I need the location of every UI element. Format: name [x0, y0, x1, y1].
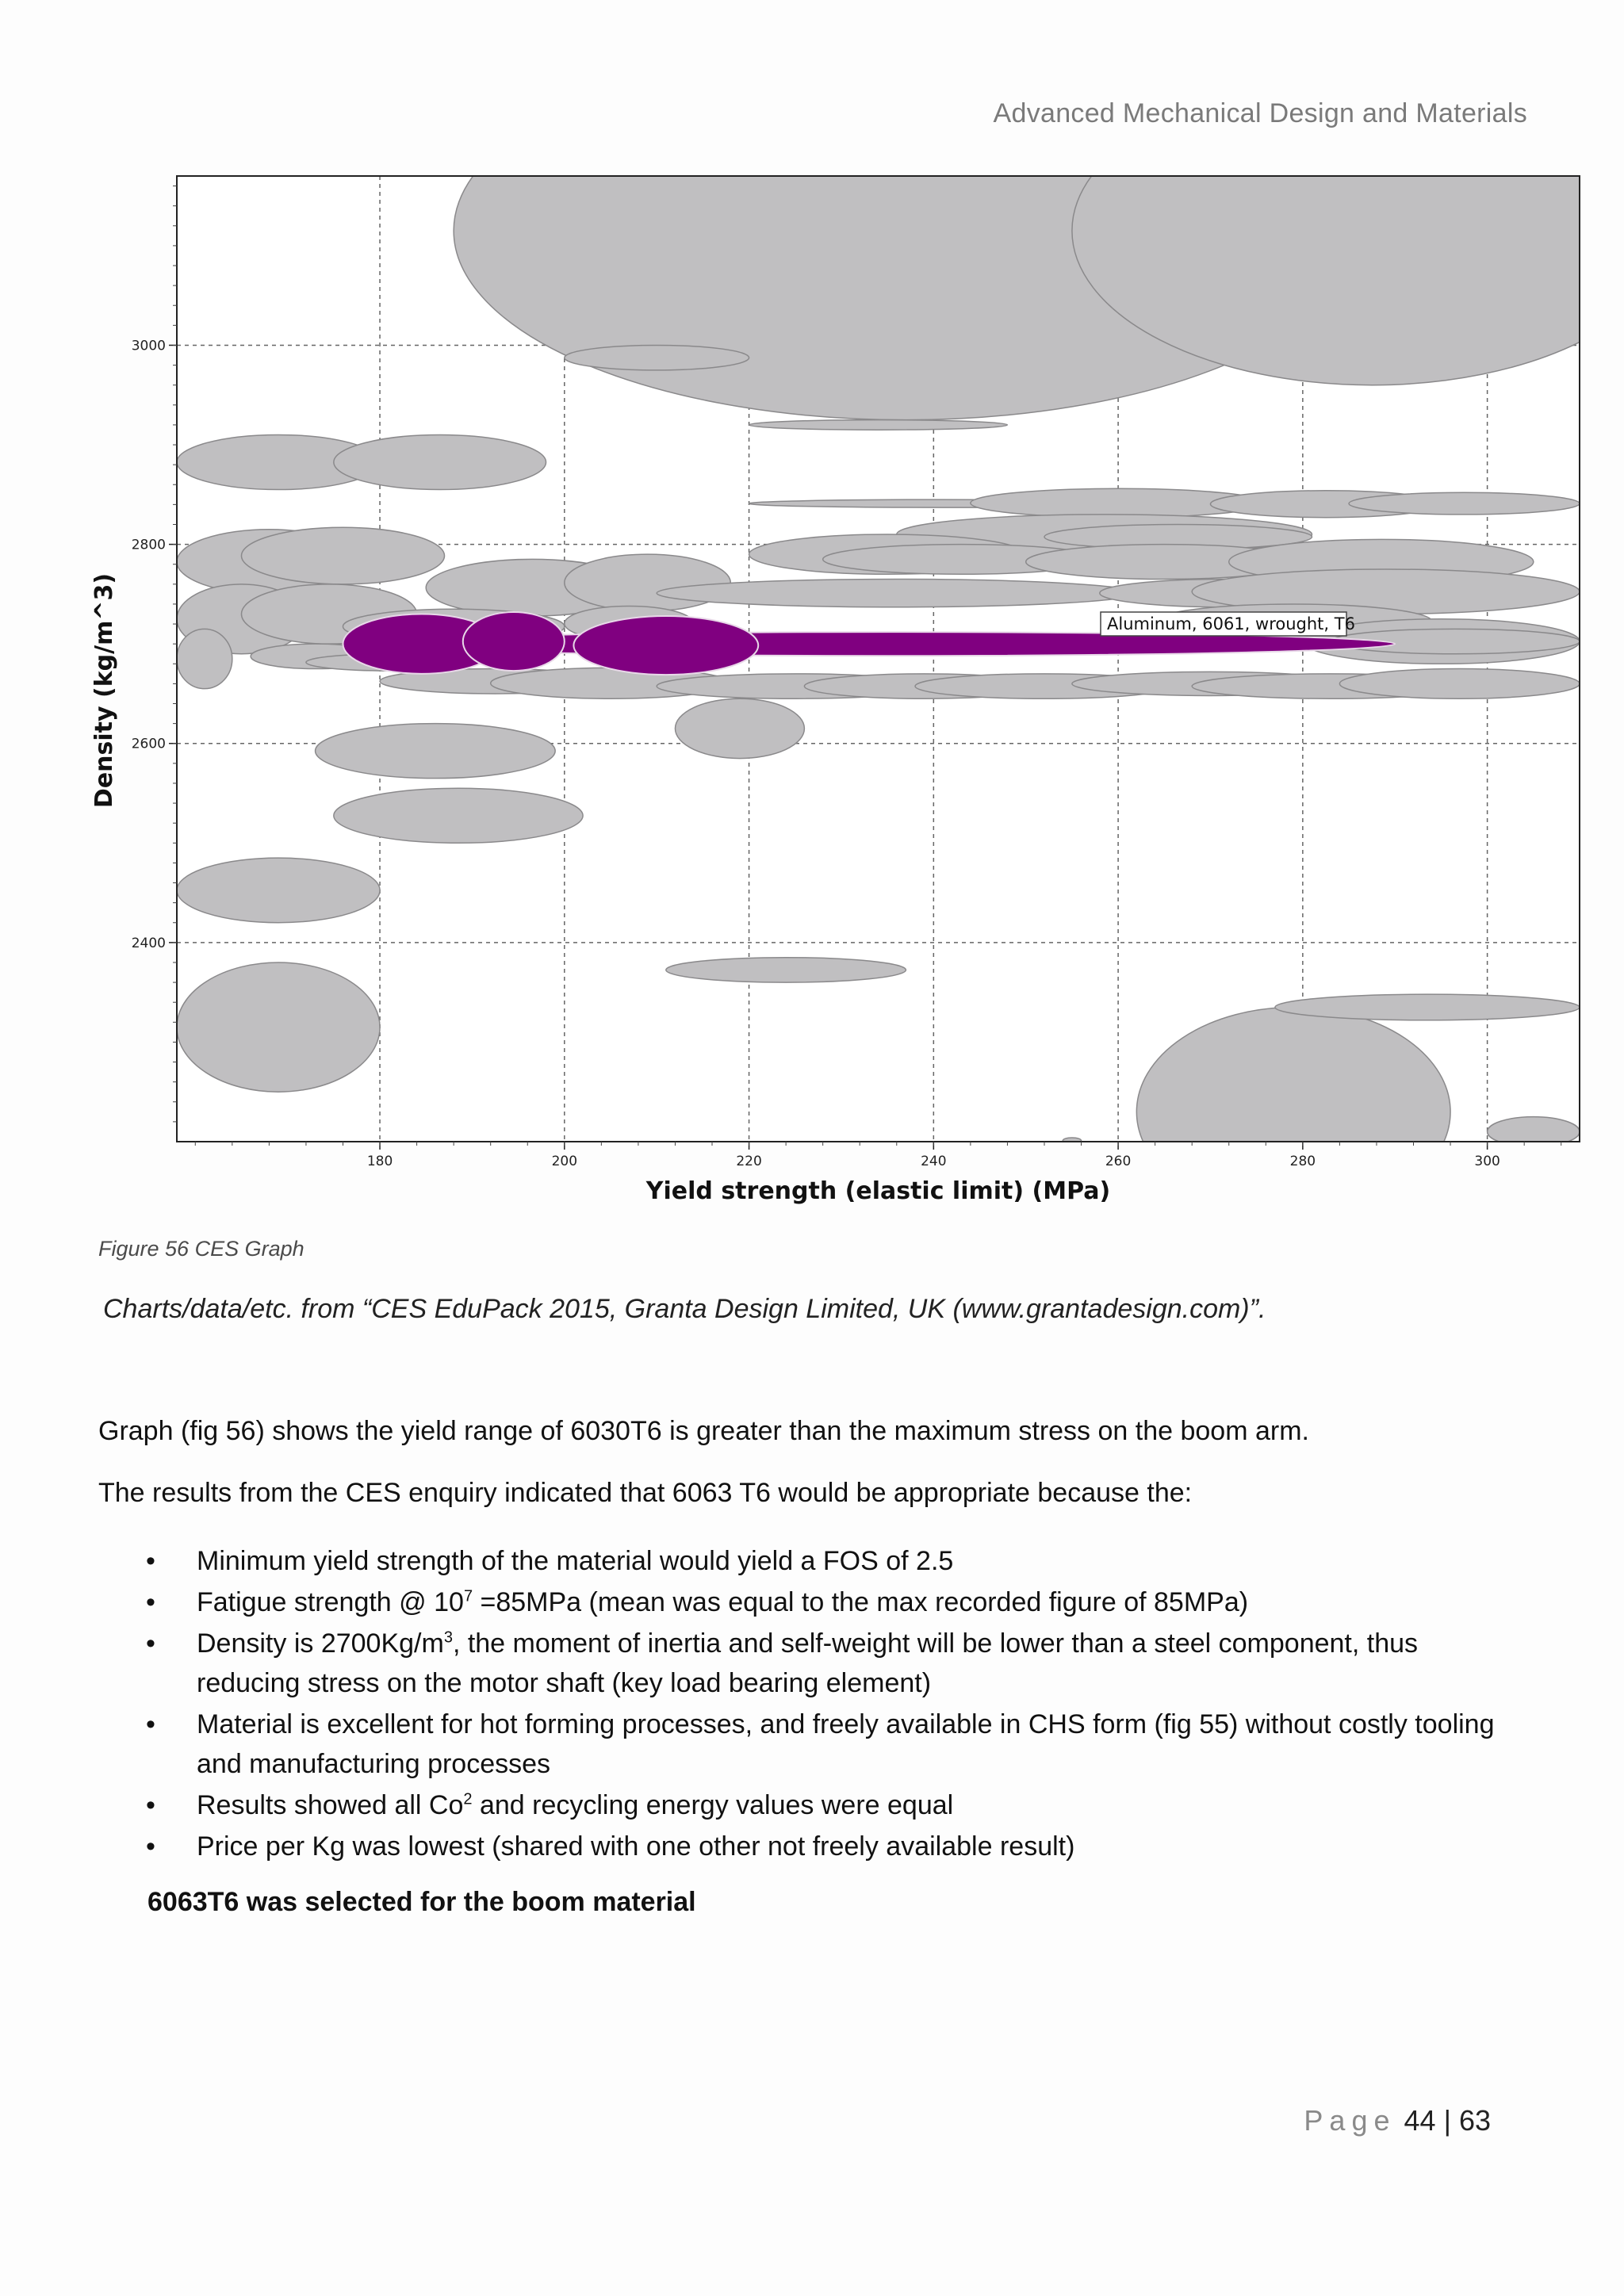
material-bubble — [240, 526, 446, 585]
material-bubble — [564, 553, 732, 612]
y-tick-label: 2600 — [132, 737, 166, 752]
bullet-text: Results showed all Co — [197, 1790, 464, 1820]
material-bubble — [314, 722, 556, 779]
bullet-text: , the moment of inertia and self-weight … — [197, 1628, 1419, 1698]
reasons-list: • Minimum yield strength of the material… — [127, 1541, 1522, 1868]
material-bubble — [1062, 1137, 1082, 1142]
material-bubble — [333, 434, 547, 491]
material-bubble — [748, 419, 1009, 430]
bullet-marker: • — [146, 1546, 155, 1576]
bullet-marker: • — [146, 1709, 155, 1739]
x-tick-label: 260 — [1105, 1154, 1131, 1169]
material-bubble — [1274, 993, 1580, 1021]
bullet-marker: • — [146, 1790, 155, 1820]
list-item: • Density is 2700Kg/m3, the moment of in… — [127, 1624, 1522, 1703]
material-bubble — [1339, 668, 1580, 699]
highlight-label-text: Aluminum, 6061, wrought, T6 — [1107, 614, 1355, 633]
list-item: • Price per Kg was lowest (shared with o… — [127, 1827, 1522, 1866]
bullet-text: Minimum yield strength of the material w… — [197, 1546, 954, 1576]
x-tick-label: 220 — [736, 1154, 761, 1169]
bullet-text: =85MPa (mean was equal to the max record… — [473, 1587, 1249, 1617]
paragraph-ces-results: The results from the CES enquiry indicat… — [98, 1478, 1193, 1508]
page-total: 63 — [1458, 2104, 1491, 2137]
list-item: • Minimum yield strength of the material… — [127, 1541, 1522, 1581]
list-item: • Fatigue strength @ 107 =85MPa (mean wa… — [127, 1582, 1522, 1622]
bullet-text: Price per Kg was lowest (shared with one… — [197, 1831, 1075, 1862]
plot-frame — [176, 175, 1580, 1142]
x-tick-label: 200 — [552, 1154, 577, 1169]
document-header: Advanced Mechanical Design and Materials — [993, 98, 1527, 128]
y-tick-label: 3000 — [132, 338, 166, 354]
material-bubble — [674, 698, 806, 760]
highlight-bubble — [462, 610, 565, 672]
material-bubble — [1136, 1006, 1451, 1142]
y-tick-label: 2400 — [132, 936, 166, 951]
material-bubble — [1348, 492, 1580, 515]
axis-ticks: 180 200 220 240 260 280 300 2400 2600 2800 3000 — [132, 186, 1562, 1169]
paragraph-yield-range: Graph (fig 56) shows the yield range of … — [98, 1416, 1309, 1446]
highlight-bubble — [573, 615, 760, 676]
highlight-label: Aluminum, 6061, wrought, T6 — [1100, 611, 1355, 637]
material-bubble — [177, 857, 381, 924]
y-axis-label: Density (kg/m^3) — [90, 573, 118, 808]
bubble-layer — [177, 176, 1580, 1142]
x-tick-label: 300 — [1474, 1154, 1500, 1169]
material-bubble — [177, 628, 233, 690]
superscript: 7 — [463, 1587, 473, 1605]
chart-svg: 180 200 220 240 260 280 300 2400 2600 2800 3000 Al… — [90, 175, 1580, 1205]
bullet-text: and recycling energy values were equal — [472, 1790, 954, 1820]
ces-bubble-chart: 180 200 220 240 260 280 300 2400 2600 2800 3000 Al… — [79, 159, 1602, 1213]
bullet-marker: • — [146, 1587, 155, 1617]
x-tick-label: 240 — [921, 1154, 946, 1169]
material-bubble — [564, 344, 750, 371]
x-tick-label: 180 — [367, 1154, 393, 1169]
page-word: Page — [1304, 2104, 1396, 2137]
list-item: • Material is excellent for hot forming … — [127, 1705, 1522, 1784]
figure-caption: Figure 56 CES Graph — [98, 1237, 304, 1261]
material-bubble — [177, 962, 381, 1093]
page-footer: Page 44 | 63 — [1304, 2104, 1491, 2137]
x-tick-label: 280 — [1290, 1154, 1316, 1169]
bullet-marker: • — [146, 1831, 155, 1862]
page-current: 44 — [1404, 2104, 1436, 2137]
y-tick-label: 2800 — [132, 538, 166, 553]
page-separator: | — [1443, 2104, 1451, 2137]
material-bubble — [1071, 176, 1580, 386]
bullet-marker: • — [146, 1628, 155, 1659]
superscript: 3 — [443, 1628, 453, 1647]
superscript: 2 — [463, 1790, 473, 1808]
material-bubble — [665, 956, 907, 983]
material-bubble — [656, 578, 1138, 608]
highlight-layer — [342, 610, 1396, 676]
material-bubble — [333, 787, 584, 844]
bullet-text: Density is 2700Kg/m — [197, 1628, 444, 1659]
list-item: • Results showed all Co2 and recycling e… — [127, 1785, 1522, 1825]
x-axis-label: Yield strength (elastic limit) (MPa) — [645, 1177, 1110, 1205]
bullet-text: Material is excellent for hot forming pr… — [197, 1709, 1495, 1779]
bullet-text: Fatigue strength @ 10 — [197, 1587, 464, 1617]
data-credit: Charts/data/etc. from “CES EduPack 2015,… — [103, 1294, 1266, 1324]
conclusion-statement: 6063T6 was selected for the boom materia… — [147, 1887, 696, 1917]
